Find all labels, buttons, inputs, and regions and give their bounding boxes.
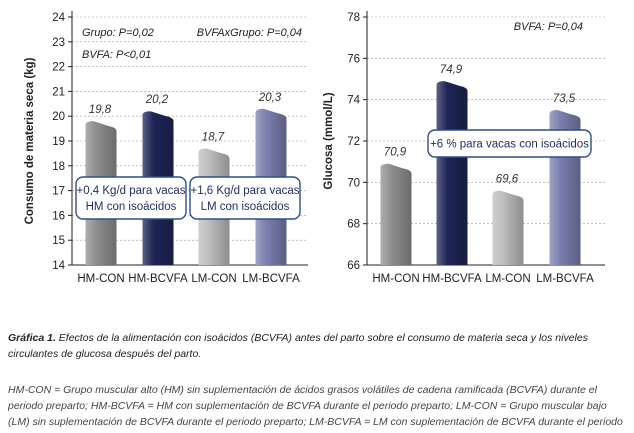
data-label: 70,9 <box>384 147 407 159</box>
y-tick-label: 24 <box>52 12 65 24</box>
stat-annotation: BVFA: P=0,04 <box>514 21 583 33</box>
y-tick-label: 19 <box>52 136 65 148</box>
x-tick-label: LM-CON <box>485 273 530 285</box>
x-tick-label: HM-CON <box>77 273 124 285</box>
callout-line1: +1,6 Kg/d para vacas <box>190 185 299 197</box>
caption-label: Gráfica 1. <box>8 332 56 344</box>
bar-hm-con <box>380 163 412 265</box>
data-label: 18,7 <box>202 131 225 143</box>
callout-box <box>427 129 592 158</box>
x-tick-label: HM-CON <box>372 273 419 285</box>
data-label: 20,3 <box>258 92 282 104</box>
y-tick-label: 18 <box>52 161 65 173</box>
data-label: 69,6 <box>496 174 519 186</box>
data-label: 20,2 <box>145 94 169 106</box>
y-tick-label: 15 <box>52 235 65 247</box>
callout-box <box>189 176 301 220</box>
y-tick-label: 16 <box>52 210 65 222</box>
y-tick-label: 21 <box>52 86 65 98</box>
stat-annotation: Grupo: P=0,02 <box>82 27 154 39</box>
data-label: 74,9 <box>440 64 463 76</box>
figure-caption: Gráfica 1. Efectos de la alimentación co… <box>8 330 628 362</box>
x-tick-label: LM-BCVFA <box>536 273 594 285</box>
callout-line2: HM con isoácidos <box>86 201 177 213</box>
y-tick-label: 74 <box>347 95 360 107</box>
data-label: 19,8 <box>89 104 112 116</box>
y-tick-label: 68 <box>347 219 360 231</box>
y-axis-label: Glucosa (mmol/L) <box>323 92 335 189</box>
callout-box <box>75 176 187 220</box>
figure: 14 15 16 17 18 19 20 21 22 23 24 Consumo de materia… <box>24 11 605 285</box>
y-tick-label: 66 <box>347 260 360 272</box>
glucose-chart: 66 68 70 72 74 76 78 Glucosa (mmol/L) 70,9 HM-CON… <box>323 11 605 285</box>
y-tick-label: 20 <box>52 111 65 123</box>
caption-notes: HM-CON = Grupo muscular alto (HM) sin su… <box>8 384 623 433</box>
stat-annotation: BVFAxGrupo: P=0,04 <box>197 27 302 39</box>
data-label: 73,5 <box>553 93 576 105</box>
bar-lm-con <box>492 190 524 265</box>
x-tick-label: HM-BCVFA <box>422 273 482 285</box>
x-tick-label: LM-CON <box>191 273 236 285</box>
stat-annotation: BVFA: P<0,01 <box>82 49 151 61</box>
y-tick-label: 14 <box>52 260 65 272</box>
y-tick-label: 76 <box>347 53 360 65</box>
y-tick-label: 78 <box>347 12 360 24</box>
y-tick-label: 70 <box>347 177 360 189</box>
y-axis-label: Consumo de materia seca (kg) <box>24 57 36 224</box>
y-tick-label: 22 <box>52 62 65 74</box>
caption-text: Efectos de la alimentación con isoácidos… <box>8 332 588 360</box>
dmi-chart: 14 15 16 17 18 19 20 21 22 23 24 Consumo de materia… <box>24 11 308 285</box>
y-tick-label: 23 <box>52 37 65 49</box>
callout-line2: LM con isoácidos <box>201 201 290 213</box>
y-tick-label: 72 <box>347 136 360 148</box>
callout-line1: +6 % para vacas con isoácidos <box>430 139 589 151</box>
x-tick-label: LM-BCVFA <box>242 273 300 285</box>
y-tick-label: 17 <box>52 186 65 198</box>
x-tick-label: HM-BCVFA <box>128 273 188 285</box>
callout-line1: +0,4 Kg/d para vacas <box>76 185 185 197</box>
bar-hm-bcvfa <box>436 81 468 265</box>
